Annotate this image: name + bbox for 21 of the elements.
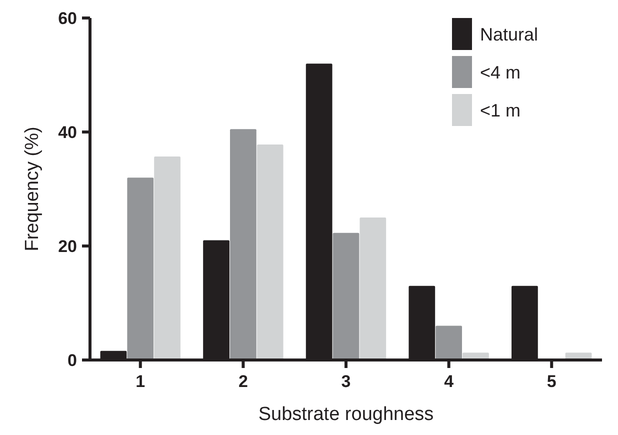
x-axis-title: Substrate roughness — [258, 404, 434, 425]
bar — [360, 218, 386, 360]
legend-label: Natural — [480, 24, 538, 44]
y-axis-title: Frequency (%) — [22, 126, 43, 252]
y-tick-label: 60 — [58, 8, 77, 28]
legend-label: <1 m — [480, 100, 521, 120]
bar — [332, 232, 360, 360]
bar — [436, 326, 462, 360]
y-tick-label: 20 — [58, 236, 77, 256]
bar — [256, 144, 284, 360]
x-tick-label: 3 — [341, 372, 351, 391]
x-tick-label: 2 — [238, 372, 248, 391]
legend-label: <4 m — [480, 62, 521, 82]
x-tick-label: 1 — [136, 372, 146, 391]
x-tick-label: 5 — [546, 372, 556, 391]
bar — [154, 156, 180, 360]
bar — [230, 129, 256, 360]
bar — [127, 178, 154, 360]
x-tick-label: 4 — [444, 372, 454, 391]
y-tick-label: 40 — [58, 122, 77, 142]
y-tick-label: 0 — [68, 350, 77, 370]
